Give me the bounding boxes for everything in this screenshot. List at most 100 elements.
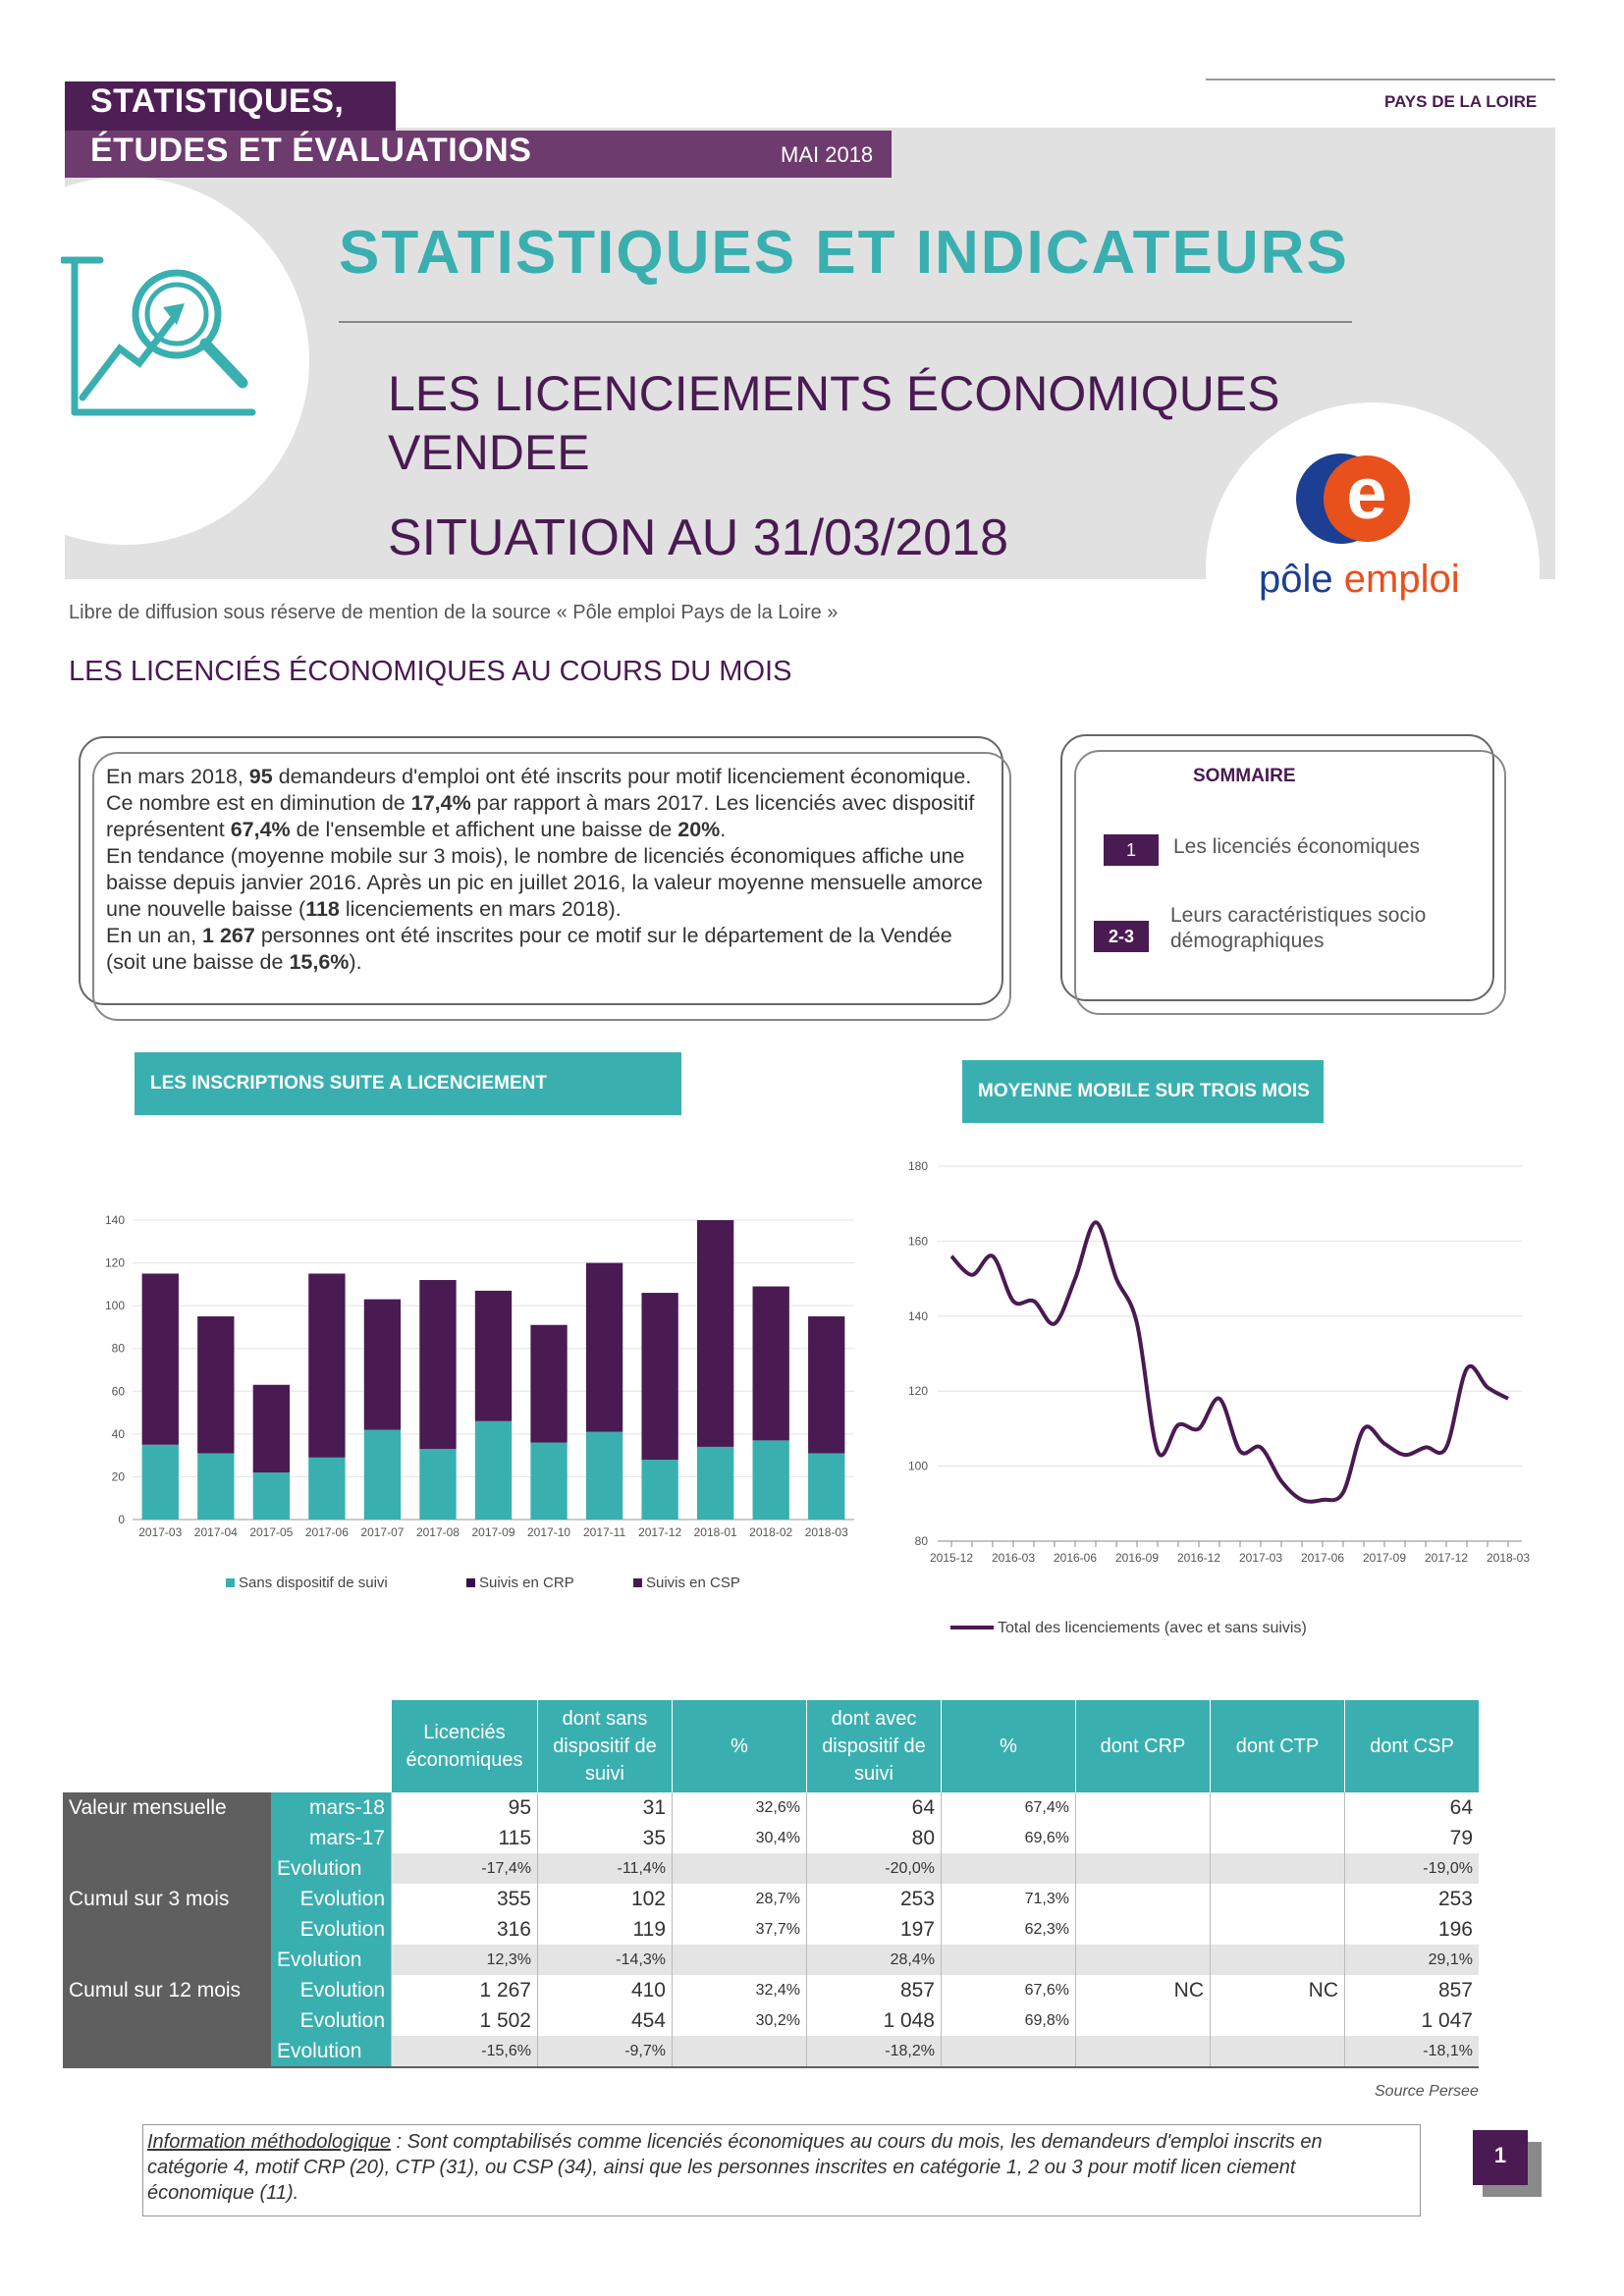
- y-tick-label: 80: [112, 1342, 126, 1356]
- table-cell: [941, 1945, 1076, 1975]
- table-cell: 30,4%: [672, 1823, 807, 1853]
- table-cell: [1210, 2005, 1345, 2036]
- top-rule: [1206, 79, 1555, 80]
- y-tick-label: 180: [908, 1159, 928, 1173]
- main-title: STATISTIQUES ET INDICATEURS: [339, 219, 1349, 287]
- table-cell: 196: [1344, 1914, 1479, 1945]
- table-cell: 253: [806, 1884, 942, 1914]
- table-row: Evolution -17,4% -11,4% -20,0% -19,0%: [63, 1853, 1479, 1884]
- x-tick-label: 2017-06: [305, 1525, 349, 1539]
- table-row: Evolution 12,3% -14,3% 28,4% 29,1%: [63, 1945, 1479, 1975]
- table-cell: -9,7%: [537, 2036, 673, 2067]
- method-body: : Sont comptabilisés comme licenciés éco…: [147, 2131, 1323, 2204]
- x-tick-label: 2016-06: [1054, 1551, 1097, 1565]
- logo-word-emploi: emploi: [1343, 558, 1460, 601]
- table-cell: 64: [1344, 1792, 1479, 1823]
- col-header: dont CTP: [1210, 1700, 1345, 1792]
- table-row: Cumul sur 12 mois Evolution 1 267 410 32,4% 8…: [63, 1975, 1479, 2005]
- x-tick-label: 2017-12: [638, 1525, 681, 1539]
- row-sub-label: mars-17: [271, 1823, 392, 1853]
- sommaire-num-2[interactable]: 2-3: [1094, 921, 1149, 952]
- row-sub-label: Evolution: [271, 1975, 392, 2005]
- y-tick-label: 80: [915, 1534, 929, 1548]
- bar-segment: [696, 1446, 734, 1520]
- y-tick-label: 0: [118, 1513, 125, 1526]
- bar-chart-header: LES INSCRIPTIONS SUITE A LICENCIEMENT ÉC…: [135, 1052, 681, 1156]
- table-cell: [1210, 1823, 1345, 1853]
- legend-swatch: [226, 1578, 235, 1587]
- x-tick-label: 2017-09: [471, 1525, 514, 1539]
- x-tick-label: 2016-12: [1177, 1551, 1220, 1565]
- x-tick-label: 2017-08: [416, 1525, 460, 1539]
- legend-swatch: [633, 1578, 642, 1587]
- magnifier-chart-icon: [61, 256, 256, 416]
- table-cell: [941, 1853, 1076, 1884]
- col-header: dont CRP: [1075, 1700, 1211, 1792]
- table-cell: 28,7%: [672, 1884, 807, 1914]
- table-cell: [1210, 1914, 1345, 1945]
- x-tick-label: 2016-09: [1115, 1551, 1159, 1565]
- sommaire-item-1[interactable]: Les licenciés économiques: [1173, 835, 1420, 858]
- row-group-label: [63, 1945, 271, 1975]
- table-cell: 115: [391, 1823, 538, 1853]
- table-cell: [672, 2036, 807, 2067]
- table-row: Evolution 1 502 454 30,2% 1 048 69,8% 1 047: [63, 2005, 1479, 2036]
- table-cell: [1210, 1853, 1345, 1884]
- row-sub-label: Evolution: [271, 1853, 392, 1884]
- bar-segment: [530, 1442, 568, 1520]
- legend-swatch: [466, 1578, 475, 1587]
- header-bottom-strip: [65, 579, 1567, 618]
- table-cell: 29,1%: [1344, 1945, 1479, 1975]
- row-group-label: [63, 1914, 271, 1945]
- y-tick-label: 160: [908, 1234, 928, 1248]
- bar-segment: [363, 1299, 402, 1430]
- intro-text: En mars 2018, 95 demandeurs d'emploi ont…: [106, 765, 983, 974]
- bar-chart: 0 20 40 60 80 100 120 140 2017-03 2017-04 2017-05 2…: [105, 1213, 854, 1591]
- table-row: Valeur mensuelle mars-18 95 31 32,6% 64 67,4% 6…: [63, 1792, 1479, 1823]
- table-cell: 30,2%: [672, 2005, 807, 2036]
- y-tick-label: 140: [105, 1213, 125, 1227]
- header-left-cutout: [0, 177, 309, 545]
- sommaire-item-2[interactable]: Leurs caractéristiques socio démographiq…: [1170, 904, 1427, 952]
- x-tick-label: 2015-12: [930, 1551, 973, 1565]
- intro-box-back: [79, 736, 1003, 1005]
- sommaire-box-shadow: [1074, 750, 1506, 1015]
- row-group-label: [63, 2005, 271, 2036]
- table-cell: 64: [806, 1792, 942, 1823]
- table-cell: 857: [1344, 1975, 1479, 2005]
- logo-wordmark: pôle emploi: [1259, 558, 1460, 602]
- row-group-label: [63, 1853, 271, 1884]
- table-cell: [1210, 2036, 1345, 2067]
- y-tick-label: 140: [908, 1309, 928, 1323]
- table-cell: [941, 2036, 1076, 2067]
- x-tick-label: 2017-09: [1363, 1551, 1406, 1565]
- bar-segment: [585, 1262, 623, 1432]
- table-cell: 1 047: [1344, 2005, 1479, 2036]
- table-cell: 35: [537, 1823, 673, 1853]
- sommaire-num-1[interactable]: 1: [1104, 834, 1159, 866]
- table-cell: 102: [537, 1884, 673, 1914]
- bar-segment: [141, 1444, 179, 1520]
- x-tick-label: 2018-01: [694, 1525, 737, 1539]
- table-cell: [1075, 1853, 1211, 1884]
- col-header: Licenciés économiques: [391, 1700, 538, 1792]
- table-cell: 355: [391, 1884, 538, 1914]
- y-tick-label: 100: [908, 1460, 928, 1473]
- x-tick-label: 2017-03: [138, 1525, 182, 1539]
- intro-box-shadow: [92, 752, 1011, 1021]
- table-cell: NC: [1210, 1975, 1345, 2005]
- row-sub-label: mars-18: [271, 1792, 392, 1823]
- x-tick-label: 2018-03: [805, 1525, 848, 1539]
- bar-segment: [474, 1290, 513, 1421]
- subtitle-line2: VENDEE: [388, 425, 590, 480]
- table-cell: 454: [537, 2005, 673, 2036]
- x-tick-label: 2017-10: [527, 1525, 570, 1539]
- table-row: Evolution 316 119 37,7% 197 62,3% 196: [63, 1914, 1479, 1945]
- table-cell: 28,4%: [806, 1945, 942, 1975]
- bar-segment: [696, 1220, 734, 1447]
- table-cell: 316: [391, 1914, 538, 1945]
- region-label: PAYS DE LA LOIRE: [1384, 92, 1538, 111]
- legend-label: Total des licenciements (avec et sans su…: [998, 1620, 1307, 1636]
- table-row: Evolution -15,6% -9,7% -18,2% -18,1%: [63, 2036, 1479, 2067]
- table-cell: -11,4%: [537, 1853, 673, 1884]
